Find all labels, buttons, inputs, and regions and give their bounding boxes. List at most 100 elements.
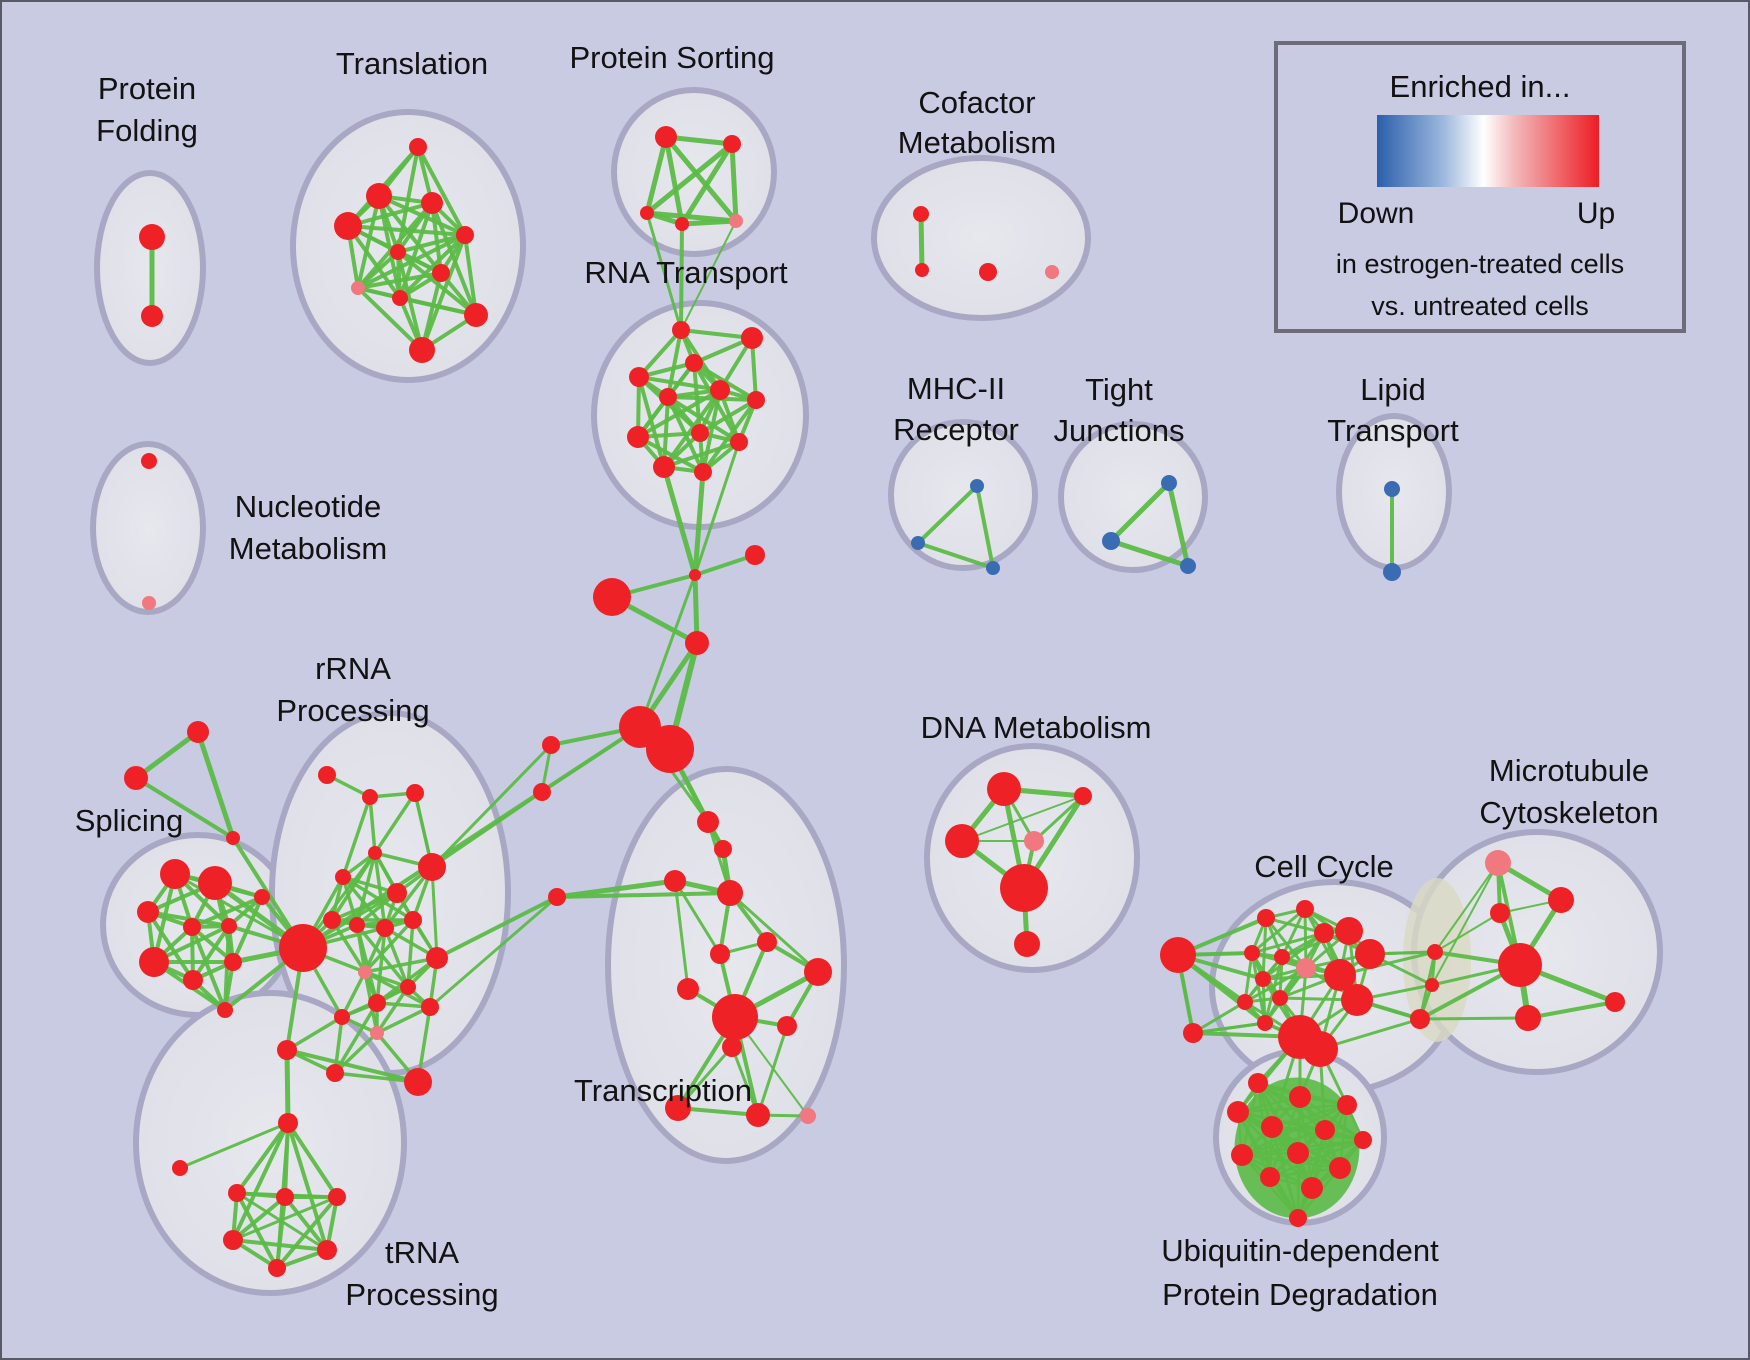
node-rna-transport <box>730 433 748 451</box>
edge <box>430 865 439 960</box>
node-transcription <box>757 932 777 952</box>
edge <box>679 222 684 332</box>
node-cell-cycle <box>1237 994 1253 1010</box>
edge <box>1418 1016 1530 1021</box>
node-cell-cycle <box>1341 984 1373 1016</box>
edge <box>1526 1000 1617 1020</box>
node-connector-chain <box>533 783 551 801</box>
edge <box>676 1106 760 1117</box>
node-tight-junctions <box>1161 475 1177 491</box>
node-connector-chain <box>646 725 694 773</box>
label-line: MHC-II <box>907 371 1005 406</box>
node-connector-chain <box>689 569 701 581</box>
node-rrna-processing <box>404 911 422 929</box>
edge <box>1236 1110 1300 1220</box>
edge <box>420 271 443 352</box>
edge <box>1108 538 1191 569</box>
label-line: Lipid <box>1360 372 1426 407</box>
edge <box>1243 951 1254 1004</box>
edge <box>330 918 367 974</box>
edge <box>285 1048 420 1084</box>
node-rna-transport <box>672 321 690 339</box>
label-line: Metabolism <box>898 125 1057 160</box>
edge <box>375 1005 432 1035</box>
label-line: Translation <box>336 46 488 81</box>
label-mhc-ii-receptor: MHC-II Receptor <box>893 371 1019 447</box>
edge <box>728 891 820 974</box>
node-cell-cycle <box>1355 939 1385 969</box>
edge <box>1434 912 1501 953</box>
edge <box>1261 931 1326 981</box>
node-translation <box>334 212 362 240</box>
node-tight-junctions <box>1180 558 1196 574</box>
node-trna-processing <box>328 1188 346 1206</box>
node-transcription <box>665 1095 691 1121</box>
edge <box>1270 1125 1300 1220</box>
edge <box>756 1024 789 1117</box>
node-ubiquitin-degradation <box>1315 1120 1335 1140</box>
edge <box>666 395 758 402</box>
node-cell-cycle <box>1257 909 1275 927</box>
label-transcription: Transcription <box>574 1073 752 1108</box>
node-cell-cycle <box>1255 971 1271 987</box>
label-line: Metabolism <box>229 531 388 566</box>
legend-subtitle-line1: in estrogen-treated cells <box>1335 249 1625 279</box>
node-cofactor-metabolism <box>915 263 929 277</box>
edge <box>1338 950 1437 977</box>
node-cell-cycle <box>1257 1015 1273 1031</box>
edge <box>644 134 669 216</box>
node-connector-chain <box>548 888 566 906</box>
node-splicing <box>139 947 169 977</box>
legend-subtitle-line2: vs. untreated cells <box>1371 291 1589 321</box>
edge <box>1032 794 1085 843</box>
label-line: Microtubule <box>1489 753 1649 788</box>
edge <box>555 891 732 899</box>
node-rrna-processing <box>318 766 336 784</box>
edge <box>133 729 201 781</box>
node-rrna-processing <box>368 846 382 860</box>
edge <box>275 1195 339 1270</box>
node-tight-junctions <box>1102 532 1120 550</box>
node-ubiquitin-degradation <box>1354 1131 1372 1149</box>
label-line: Protein Sorting <box>569 40 774 75</box>
node-cell-cycle <box>1425 978 1439 992</box>
edge <box>1108 480 1172 544</box>
edge <box>1191 1021 1267 1035</box>
edge <box>173 872 305 950</box>
edge <box>134 776 235 840</box>
legend-up-label: Up <box>1576 197 1616 230</box>
node-trna-processing <box>276 1188 294 1206</box>
edge <box>666 395 741 444</box>
edge <box>673 879 690 991</box>
edge <box>346 201 434 228</box>
label-line: RNA Transport <box>584 255 788 290</box>
node-splicing <box>137 901 159 923</box>
node-ubiquitin-degradation <box>1260 1167 1280 1187</box>
label-line: Protein <box>98 71 196 106</box>
label-dna-metabolism: DNA Metabolism <box>921 710 1152 745</box>
node-rrna-processing <box>418 853 446 881</box>
edge <box>1250 931 1326 955</box>
edge <box>363 956 439 974</box>
edge <box>363 918 415 974</box>
edge <box>396 233 467 254</box>
label-line: rRNA <box>315 651 391 686</box>
node-transcription <box>800 1108 816 1124</box>
node-ubiquitin-degradation <box>1289 1209 1307 1227</box>
node-translation <box>421 192 443 214</box>
edge <box>1176 953 1267 1025</box>
edge <box>918 211 925 273</box>
edge <box>383 926 410 989</box>
node-splicing-triangle <box>124 766 148 790</box>
node-ubiquitin-degradation <box>1227 1101 1249 1123</box>
node-dna-metabolism <box>945 824 979 858</box>
node-rrna-processing <box>335 869 351 885</box>
edge <box>333 1001 379 1075</box>
edge <box>463 233 478 317</box>
ellipse-trna-processing <box>133 990 407 1296</box>
node-microtubule-cytoskeleton <box>1515 1005 1541 1031</box>
node-rrna-processing <box>406 784 424 802</box>
node-transcription <box>664 870 686 892</box>
